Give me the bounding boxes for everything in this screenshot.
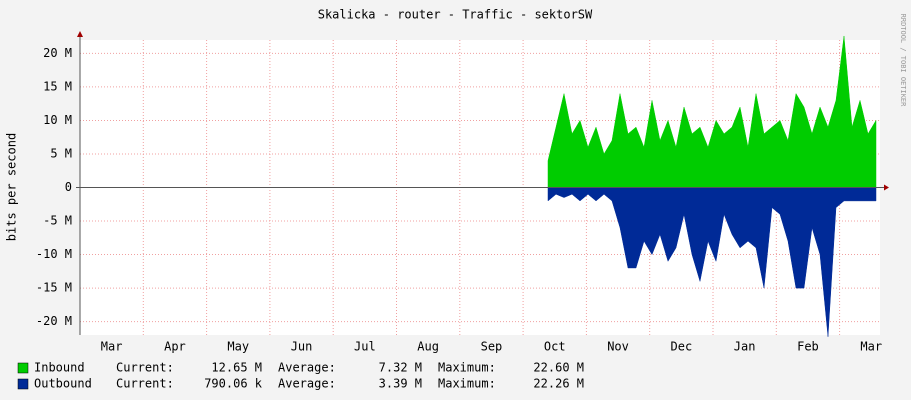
y-axis-label: bits per second — [5, 133, 19, 241]
x-tick-label: Nov — [607, 340, 629, 354]
y-tick-label: -20 M — [36, 314, 72, 328]
legend-name: Outbound — [34, 377, 92, 391]
traffic-area — [547, 187, 877, 337]
y-tick-label: -10 M — [36, 247, 72, 261]
y-tick-label: 20 M — [43, 46, 72, 60]
x-tick-label: Apr — [164, 340, 186, 354]
legend-stat-value: 790.06 k — [204, 377, 263, 391]
x-tick-label: Dec — [671, 340, 693, 354]
x-tick-label: Jul — [354, 340, 376, 354]
legend-stat-value: 22.26 M — [533, 377, 584, 391]
legend-swatch — [17, 362, 29, 374]
x-tick-label: Jan — [734, 340, 756, 354]
legend-stat-value: 7.32 M — [379, 361, 422, 375]
x-tick-label: Mar — [860, 340, 882, 354]
y-tick-label: 15 M — [43, 79, 72, 93]
axis-arrow — [884, 184, 889, 191]
y-tick-label: -5 M — [43, 214, 72, 228]
legend-stat-label: Maximum: — [438, 361, 496, 375]
x-tick-label: Feb — [797, 340, 819, 354]
legend-stat-value: 12.65 M — [211, 361, 262, 375]
watermark: RRDTOOL / TOBI OETIKER — [899, 14, 907, 108]
x-tick-label: Sep — [481, 340, 503, 354]
legend-stat-label: Maximum: — [438, 377, 496, 391]
x-tick-label: Jun — [291, 340, 313, 354]
traffic-area — [547, 35, 877, 188]
legend-stat-label: Average: — [278, 361, 336, 375]
legend-swatch — [17, 378, 29, 390]
x-tick-label: May — [227, 340, 249, 354]
chart-title: Skalicka - router - Traffic - sektorSW — [318, 8, 593, 22]
y-tick-label: 5 M — [50, 146, 72, 160]
x-tick-label: Mar — [101, 340, 123, 354]
legend-stat-value: 22.60 M — [533, 361, 584, 375]
x-tick-label: Aug — [417, 340, 439, 354]
legend-stat-label: Average: — [278, 377, 336, 391]
y-tick-label: -15 M — [36, 281, 72, 295]
legend-stat-label: Current: — [116, 361, 174, 375]
legend-stat-label: Current: — [116, 377, 174, 391]
y-tick-label: 0 — [65, 180, 72, 194]
legend-stat-value: 3.39 M — [379, 377, 422, 391]
y-tick-label: 10 M — [43, 113, 72, 127]
legend-name: Inbound — [34, 361, 85, 375]
axis-arrow — [77, 31, 83, 37]
x-tick-label: Oct — [544, 340, 566, 354]
